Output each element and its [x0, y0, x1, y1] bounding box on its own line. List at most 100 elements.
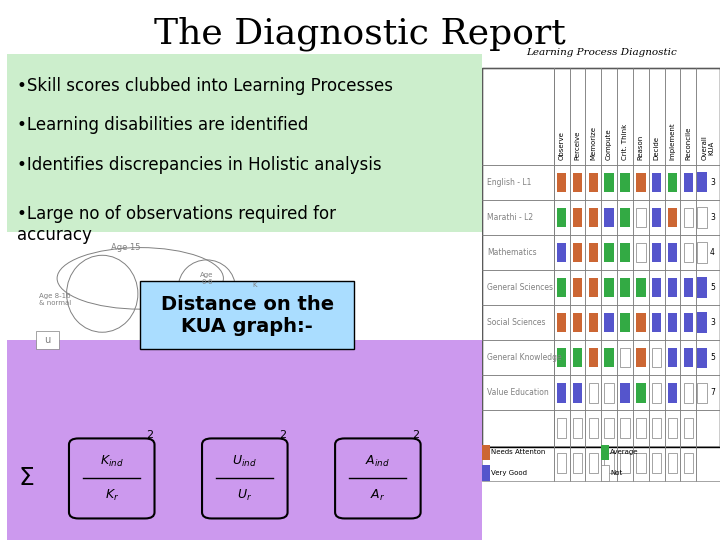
- Bar: [665, 410, 680, 445]
- Bar: [572, 208, 582, 227]
- Bar: [585, 410, 601, 445]
- Text: K: K: [252, 281, 256, 287]
- Bar: [482, 446, 554, 481]
- Bar: [698, 313, 707, 333]
- Text: Memorize: Memorize: [590, 126, 596, 160]
- Bar: [620, 418, 630, 437]
- Bar: [570, 68, 585, 165]
- Bar: [636, 418, 646, 437]
- Bar: [696, 200, 720, 235]
- FancyBboxPatch shape: [202, 438, 287, 518]
- Bar: [554, 340, 570, 375]
- Bar: [683, 313, 693, 332]
- Bar: [140, 281, 354, 349]
- Bar: [680, 165, 696, 200]
- Bar: [554, 410, 570, 445]
- Text: Social Sciences: Social Sciences: [487, 318, 546, 327]
- Text: 2: 2: [146, 430, 153, 440]
- Bar: [680, 375, 696, 410]
- Text: Overall
KUA: Overall KUA: [701, 135, 715, 160]
- Bar: [698, 383, 707, 403]
- Bar: [667, 243, 678, 262]
- Text: Very Good: Very Good: [491, 470, 527, 476]
- Bar: [652, 418, 662, 437]
- Text: Age 15: Age 15: [112, 243, 140, 252]
- Bar: [633, 446, 649, 481]
- Bar: [482, 165, 554, 200]
- Text: 7: 7: [710, 388, 715, 397]
- Bar: [680, 68, 696, 165]
- Bar: [683, 454, 693, 473]
- Bar: [588, 278, 598, 297]
- Text: Learning Process Diagnostic: Learning Process Diagnostic: [526, 48, 677, 57]
- Bar: [680, 270, 696, 305]
- Bar: [652, 313, 662, 332]
- Bar: [649, 165, 665, 200]
- Text: Age 8-16
& normal: Age 8-16 & normal: [39, 293, 71, 306]
- Bar: [557, 278, 567, 297]
- Bar: [633, 235, 649, 270]
- Bar: [633, 270, 649, 305]
- Text: 5: 5: [710, 353, 715, 362]
- Bar: [482, 235, 554, 270]
- Bar: [585, 165, 601, 200]
- Bar: [680, 305, 696, 340]
- Text: Not: Not: [610, 470, 622, 476]
- Bar: [636, 208, 646, 227]
- Bar: [683, 383, 693, 403]
- Text: The Diagnostic Report: The Diagnostic Report: [154, 16, 566, 51]
- Bar: [696, 270, 720, 305]
- Bar: [698, 348, 707, 368]
- Bar: [649, 270, 665, 305]
- Bar: [570, 410, 585, 445]
- Bar: [601, 305, 617, 340]
- Bar: [652, 454, 662, 473]
- Bar: [588, 348, 598, 367]
- Bar: [680, 200, 696, 235]
- Text: •Identifies discrepancies in Holistic analysis: •Identifies discrepancies in Holistic an…: [17, 156, 382, 173]
- Bar: [482, 340, 554, 375]
- Text: 3: 3: [710, 318, 715, 327]
- Bar: [617, 165, 633, 200]
- Bar: [604, 383, 614, 403]
- Bar: [620, 243, 630, 262]
- Bar: [557, 243, 567, 262]
- Bar: [633, 305, 649, 340]
- Bar: [557, 418, 567, 437]
- Bar: [667, 348, 678, 367]
- Bar: [588, 172, 598, 192]
- Bar: [554, 235, 570, 270]
- Bar: [620, 383, 630, 403]
- Bar: [572, 418, 582, 437]
- Bar: [620, 348, 630, 367]
- Text: Observe: Observe: [559, 131, 564, 160]
- FancyBboxPatch shape: [69, 438, 155, 518]
- Bar: [698, 242, 707, 262]
- Text: English - L1: English - L1: [487, 178, 531, 187]
- Bar: [683, 243, 693, 262]
- Bar: [588, 383, 598, 403]
- Bar: [696, 68, 720, 165]
- Bar: [570, 375, 585, 410]
- Text: $K_r$: $K_r$: [104, 488, 119, 503]
- Bar: [665, 200, 680, 235]
- Bar: [554, 270, 570, 305]
- Bar: [572, 454, 582, 473]
- Bar: [554, 200, 570, 235]
- Bar: [636, 383, 646, 403]
- Bar: [620, 172, 630, 192]
- Bar: [588, 313, 598, 332]
- Bar: [604, 348, 614, 367]
- Bar: [601, 68, 617, 165]
- Bar: [482, 200, 554, 235]
- Text: Reason: Reason: [638, 134, 644, 160]
- Bar: [652, 278, 662, 297]
- Bar: [683, 172, 693, 192]
- Bar: [617, 375, 633, 410]
- Text: 4: 4: [710, 248, 715, 257]
- Text: Reconcile: Reconcile: [685, 126, 691, 160]
- Bar: [667, 172, 678, 192]
- Bar: [617, 68, 633, 165]
- Bar: [482, 270, 554, 305]
- Bar: [588, 418, 598, 437]
